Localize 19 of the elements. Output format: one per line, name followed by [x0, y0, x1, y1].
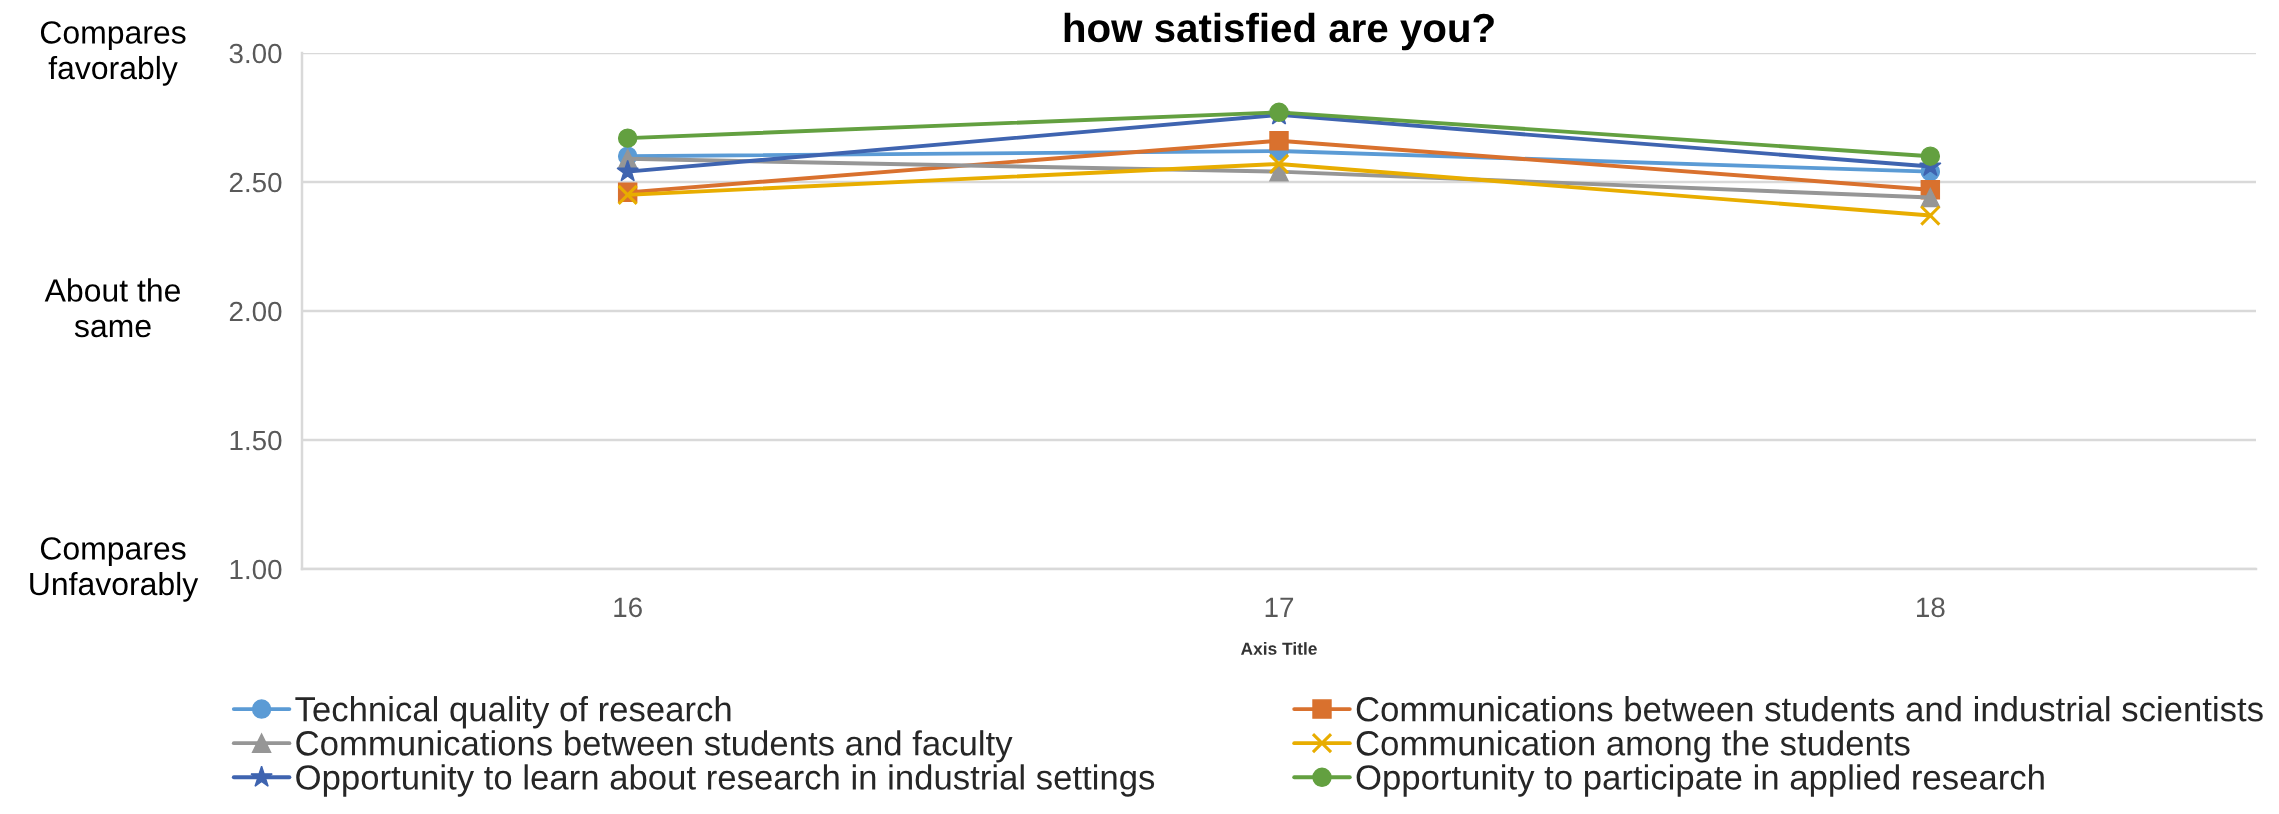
y-tick-label: 2.50 [229, 172, 282, 193]
chart-title: how satisfied are you? [1064, 12, 1494, 51]
legend-label: Opportunity to learn about research in industrial settings [296, 764, 1155, 797]
text: About the same [44, 278, 180, 338]
y-tick-label: 1.50 [230, 430, 282, 451]
y-tick-label: 2.00 [229, 301, 282, 322]
text: Compares favorably [40, 21, 186, 86]
legend-label: Communication among the students [1356, 730, 1910, 763]
legend-label: Communications between students and industrial scientists [1356, 696, 2263, 722]
legend-label: Communications between students and faculty [296, 730, 1013, 763]
x-tick-label: 16 [614, 597, 642, 618]
text: Compares Unfavorably [30, 537, 199, 602]
x-axis-title: Axis Title [1240, 642, 1317, 655]
legend-label: Technical quality of research [295, 696, 731, 729]
y-tick-label: 1.00 [230, 559, 282, 580]
y-tick-label: 3.00 [229, 43, 282, 64]
x-tick-label: 17 [1265, 597, 1294, 617]
legend-label: Opportunity to participate in applied research [1356, 764, 2044, 797]
x-tick-label: 18 [1917, 597, 1945, 618]
